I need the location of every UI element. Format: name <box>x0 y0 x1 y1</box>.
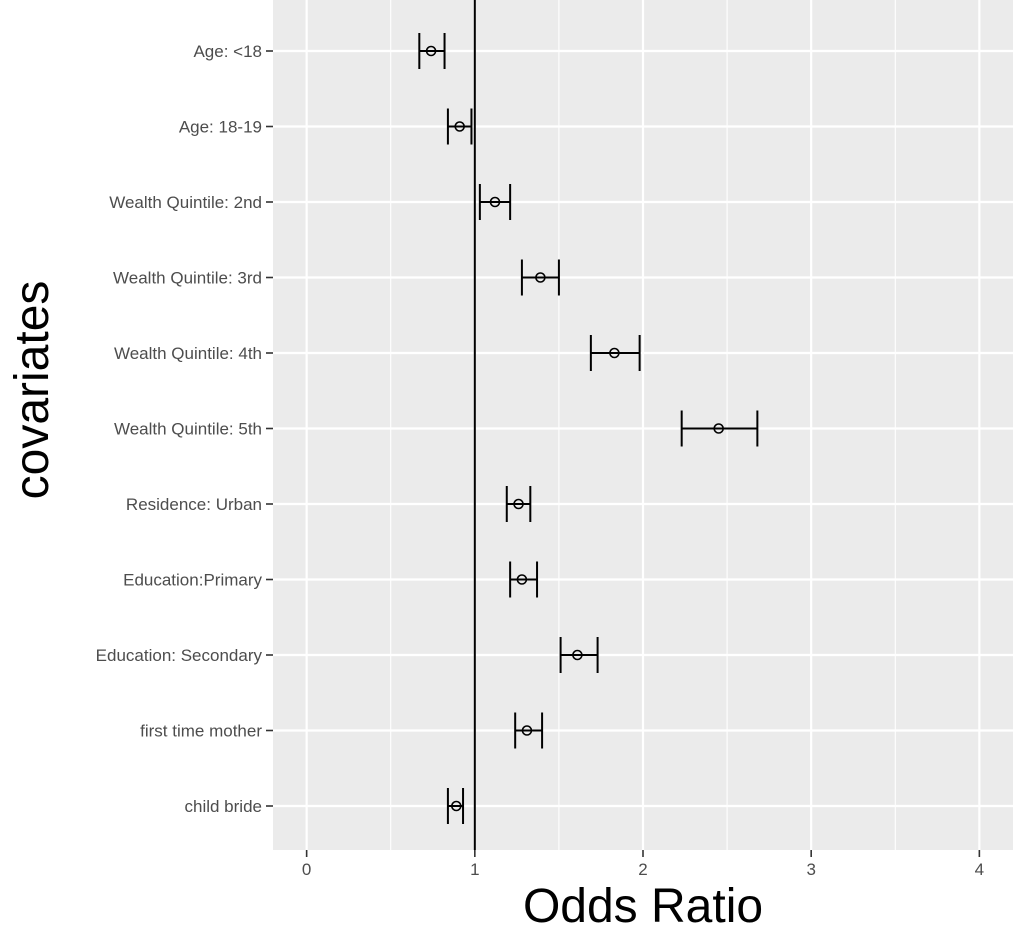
x-tick-label: 2 <box>638 860 647 879</box>
y-tick-label: child bride <box>185 797 263 816</box>
y-axis: Age: <18 Age: 18-19 Wealth Quintile: 2nd We… <box>96 42 273 816</box>
estimate-point <box>516 574 528 585</box>
y-axis-title: covariates <box>6 281 59 500</box>
x-axis-title: Odds Ratio <box>523 880 763 933</box>
estimate-point <box>535 272 546 283</box>
data-marks <box>418 33 759 824</box>
estimate-point <box>572 649 583 661</box>
y-tick-label: Wealth Quintile: 2nd <box>109 193 262 212</box>
estimate-point <box>454 121 465 132</box>
x-tick-label: 4 <box>975 860 984 879</box>
estimate-point <box>451 800 462 812</box>
estimate-point <box>521 725 533 736</box>
estimate-point <box>489 196 501 208</box>
x-tick-label: 0 <box>302 860 311 879</box>
y-tick-label: Age: 18-19 <box>179 118 262 137</box>
estimate-point <box>513 498 524 510</box>
x-tick-label: 3 <box>806 860 815 879</box>
y-tick-label: Wealth Quintile: 5th <box>114 420 262 439</box>
y-tick-label: Education: Secondary <box>96 646 263 665</box>
y-tick-label: Education:Primary <box>123 571 262 590</box>
estimate-point <box>425 45 437 57</box>
y-tick-label: Wealth Quintile: 3rd <box>113 269 262 288</box>
x-axis: 0 1 2 3 4 <box>302 850 984 879</box>
estimate-point <box>609 347 620 359</box>
estimate-point <box>713 423 724 434</box>
y-tick-label: Residence: Urban <box>126 495 262 514</box>
y-tick-label: Wealth Quintile: 4th <box>114 344 262 363</box>
y-tick-label: Age: <18 <box>193 42 262 61</box>
x-tick-label: 1 <box>470 860 479 879</box>
y-tick-label: first time mother <box>140 722 262 741</box>
